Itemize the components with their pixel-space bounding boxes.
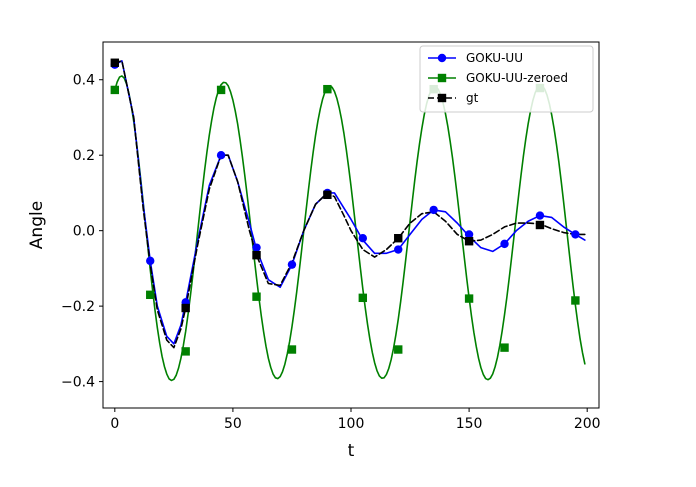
data-point-goku-uu-zeroed bbox=[287, 345, 297, 354]
data-point-goku-uu-zeroed bbox=[464, 294, 474, 303]
legend-label-goku-uu-zeroed: GOKU-UU-zeroed bbox=[466, 71, 568, 85]
y-axis-label: Angle bbox=[27, 201, 47, 249]
data-point-gt bbox=[110, 58, 120, 67]
legend-label-goku-uu: GOKU-UU bbox=[466, 51, 523, 65]
y-tick-label: −0.2 bbox=[61, 299, 95, 315]
data-point-goku-uu bbox=[252, 243, 261, 252]
data-point-goku-uu bbox=[571, 230, 580, 239]
data-point-goku-uu-zeroed bbox=[323, 84, 332, 94]
y-tick-label: 0.4 bbox=[73, 73, 95, 89]
y-tick-label: −0.4 bbox=[61, 375, 95, 391]
data-point-goku-uu bbox=[146, 256, 155, 266]
data-point-gt bbox=[464, 237, 474, 246]
data-point-goku-uu-zeroed bbox=[110, 85, 120, 95]
data-point-goku-uu bbox=[500, 239, 509, 249]
x-axis: 0 50 100 150 200 bbox=[110, 408, 601, 432]
legend: GOKU-UU GOKU-UU-zeroed gt bbox=[419, 45, 594, 113]
data-point-goku-uu bbox=[287, 260, 297, 269]
data-point-goku-uu bbox=[358, 234, 368, 243]
data-point-gt bbox=[323, 190, 332, 200]
y-axis: −0.4 −0.2 0.0 0.2 0.4 bbox=[61, 73, 103, 391]
legend-marker-goku-uu-zeroed bbox=[437, 73, 447, 83]
data-point-goku-uu bbox=[394, 245, 403, 254]
y-tick-label: 0.0 bbox=[73, 224, 95, 240]
data-point-goku-uu-zeroed bbox=[216, 85, 226, 95]
data-point-goku-uu bbox=[216, 150, 226, 160]
x-tick-label: 100 bbox=[338, 416, 365, 432]
data-point-goku-uu-zeroed bbox=[358, 293, 368, 303]
x-tick-label: 0 bbox=[110, 416, 119, 432]
legend-marker-gt bbox=[437, 93, 447, 103]
legend-box bbox=[419, 45, 594, 113]
plot-markers bbox=[110, 58, 580, 356]
x-tick-label: 50 bbox=[224, 416, 242, 432]
data-point-goku-uu bbox=[464, 230, 474, 239]
data-point-goku-uu-zeroed bbox=[571, 296, 580, 305]
data-point-goku-uu-zeroed bbox=[500, 343, 509, 352]
data-point-goku-uu-zeroed bbox=[252, 292, 261, 301]
x-axis-label: t bbox=[348, 441, 355, 461]
data-point-gt bbox=[252, 250, 261, 260]
data-point-gt bbox=[394, 234, 403, 243]
data-point-goku-uu bbox=[429, 205, 438, 215]
data-point-gt bbox=[535, 220, 545, 230]
y-tick-label: 0.2 bbox=[73, 148, 95, 164]
x-tick-label: 150 bbox=[456, 416, 483, 432]
data-point-gt bbox=[181, 303, 190, 313]
legend-label-gt: gt bbox=[466, 91, 479, 105]
legend-marker-goku-uu bbox=[437, 53, 447, 63]
data-point-goku-uu bbox=[535, 211, 545, 220]
data-point-goku-uu-zeroed bbox=[181, 347, 190, 356]
data-point-goku-uu-zeroed bbox=[146, 290, 155, 300]
x-tick-label: 200 bbox=[574, 416, 601, 432]
data-point-goku-uu-zeroed bbox=[394, 345, 403, 354]
